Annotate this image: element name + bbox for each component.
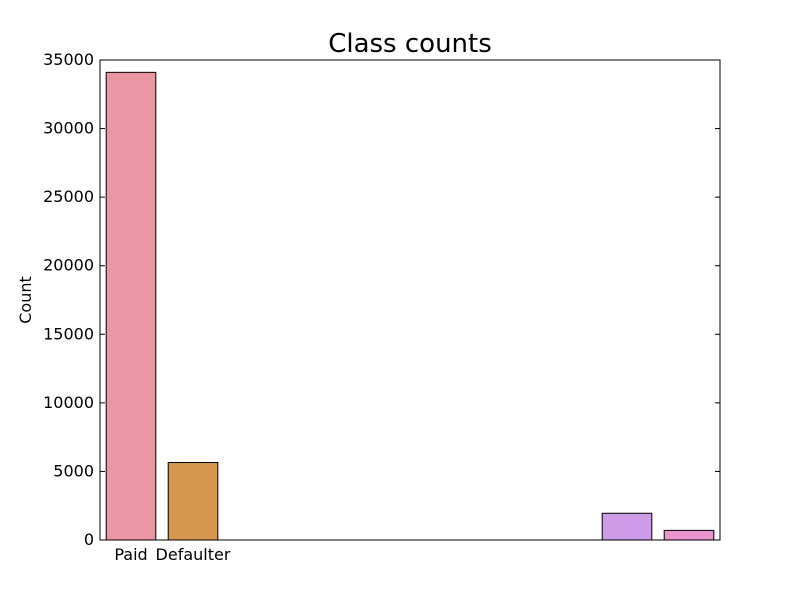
y-tick-label-3: 15000 (43, 324, 94, 343)
plot-area-frame (99, 59, 721, 541)
x-ticks-group: Paid Defaulter (114, 545, 231, 564)
x-tick-label-1: Defaulter (156, 545, 231, 564)
y-tick-label-1: 5000 (53, 461, 94, 480)
bar-0 (105, 71, 157, 541)
y-tick-label-4: 20000 (43, 256, 94, 275)
y-axis-label: Count (16, 276, 35, 324)
bar-8 (601, 512, 653, 541)
chart-title: Class counts (328, 29, 492, 59)
x-tick-label-0: Paid (114, 545, 147, 564)
y-tick-label-5: 25000 (43, 187, 94, 206)
y-tick-label-2: 10000 (43, 393, 94, 412)
bar-9 (663, 529, 715, 541)
bars-group (105, 71, 715, 541)
bar-1 (167, 462, 219, 541)
y-tick-label-0: 0 (84, 530, 94, 549)
y-tick-label-6: 30000 (43, 119, 94, 138)
y-tick-label-7: 35000 (43, 50, 94, 69)
y-ticks-group: 0 5000 10000 15000 20000 25000 30000 35000 (43, 50, 720, 549)
